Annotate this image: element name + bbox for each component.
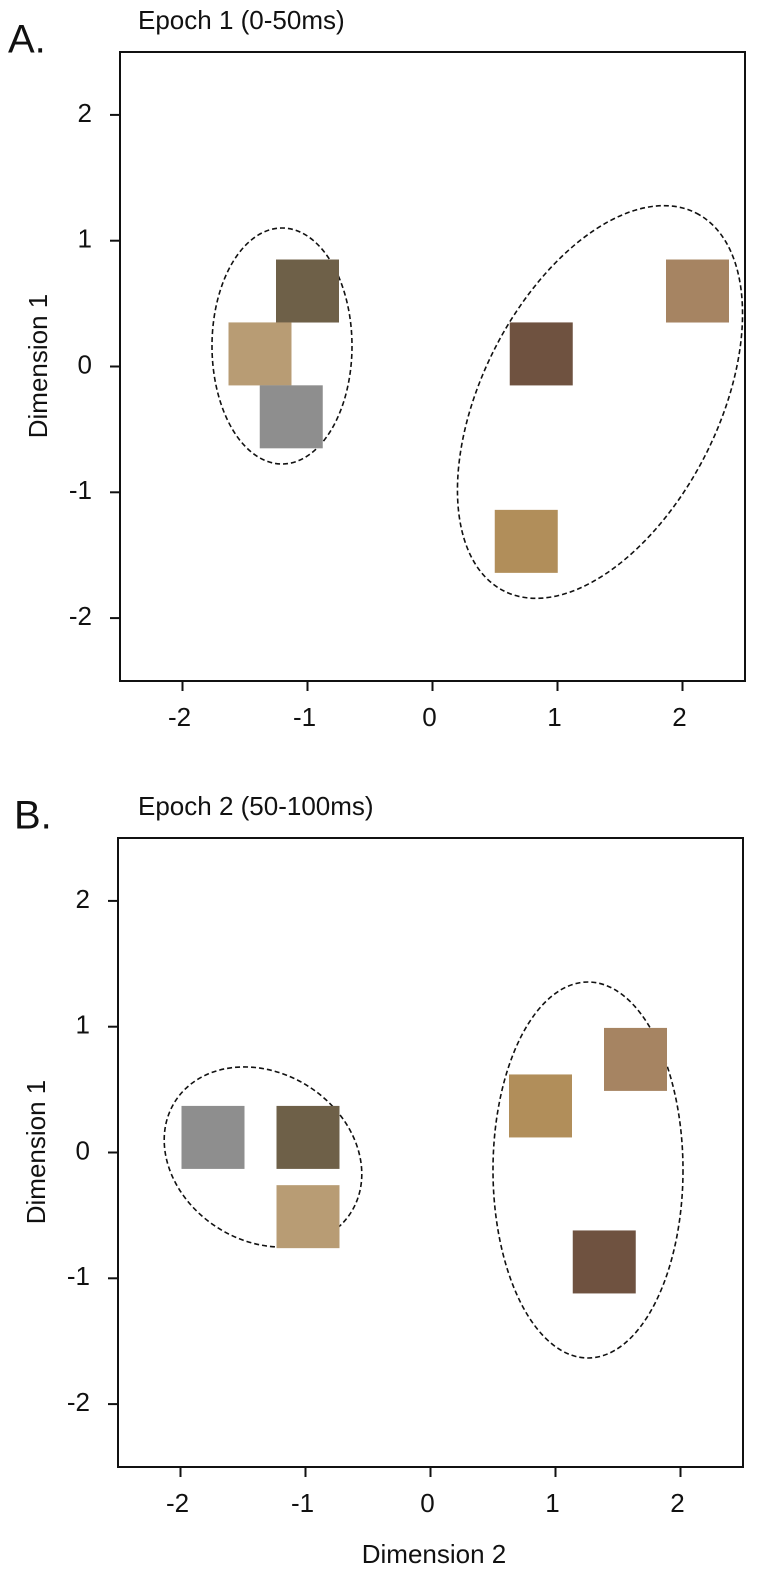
x-tick-label: 0 xyxy=(422,702,436,732)
image-marker xyxy=(259,385,323,449)
x-tick-label: -1 xyxy=(291,1488,314,1518)
cluster-outline xyxy=(492,981,684,1359)
chart-title: Epoch 1 (0-50ms) xyxy=(138,5,345,35)
image-marker xyxy=(666,259,729,323)
y-tick-label: -2 xyxy=(69,601,92,631)
y-tick-label: 0 xyxy=(76,1135,90,1165)
plot-frame xyxy=(119,51,746,682)
cluster-outline xyxy=(163,1066,363,1248)
y-tick-label: 2 xyxy=(76,884,90,914)
image-marker xyxy=(276,1185,340,1249)
panel-label: B. xyxy=(14,794,52,838)
image-marker xyxy=(494,509,558,573)
y-tick-label: -1 xyxy=(69,475,92,505)
x-tick-label: 1 xyxy=(545,1488,559,1518)
image-marker xyxy=(276,1105,340,1169)
panel-label: A. xyxy=(8,18,46,62)
image-marker xyxy=(181,1105,245,1169)
image-marker xyxy=(509,1074,572,1138)
y-tick-label: 1 xyxy=(76,1010,90,1040)
image-marker xyxy=(276,259,339,323)
x-tick-label: 2 xyxy=(670,1488,684,1518)
y-tick-label: -1 xyxy=(67,1261,90,1291)
y-axis-label: Dimension 1 xyxy=(21,1080,51,1225)
y-tick-label: 2 xyxy=(78,98,92,128)
x-tick-label: 2 xyxy=(672,702,686,732)
x-tick-label: -2 xyxy=(168,702,191,732)
image-marker xyxy=(604,1027,667,1091)
x-tick-label: 0 xyxy=(420,1488,434,1518)
cluster-outline xyxy=(456,204,744,600)
y-axis-label: Dimension 1 xyxy=(23,294,53,439)
x-tick-label: -2 xyxy=(166,1488,189,1518)
image-marker xyxy=(572,1230,636,1294)
y-tick-label: 1 xyxy=(78,224,92,254)
image-marker xyxy=(509,322,573,386)
x-tick-label: -1 xyxy=(293,702,316,732)
x-tick-label: 1 xyxy=(547,702,561,732)
cluster-outline xyxy=(211,227,353,465)
y-tick-label: -2 xyxy=(67,1387,90,1417)
chart-title: Epoch 2 (50-100ms) xyxy=(138,791,374,821)
image-marker xyxy=(228,322,292,386)
y-tick-label: 0 xyxy=(78,349,92,379)
x-axis-label: Dimension 2 xyxy=(362,1539,507,1569)
